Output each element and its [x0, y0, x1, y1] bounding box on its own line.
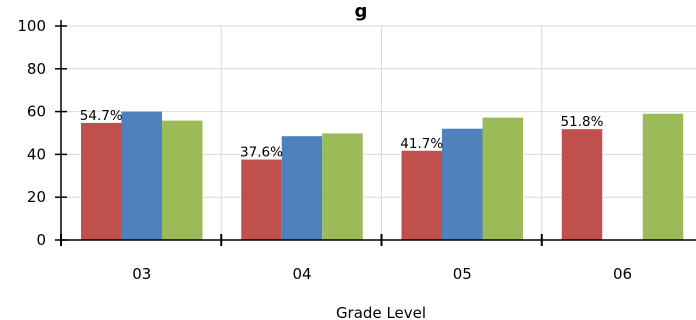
axes: 0 20 40 60 80 100 03 04 05 06	[17, 17, 696, 283]
y-tick-label: 20	[27, 188, 46, 206]
y-tick-label: 80	[27, 60, 46, 78]
bar	[642, 113, 684, 240]
bar	[322, 133, 363, 240]
x-tick-label: 03	[132, 265, 151, 283]
y-tick-label: 60	[27, 103, 46, 121]
bar	[442, 128, 483, 240]
data-label: 41.7%	[400, 136, 443, 152]
bar	[482, 117, 523, 240]
bar	[401, 150, 442, 240]
data-label: 37.6%	[240, 145, 283, 161]
data-label: 51.8%	[561, 114, 604, 130]
x-axis-title: Grade Level	[336, 304, 426, 320]
x-tick-label: 06	[613, 265, 632, 283]
bar	[121, 111, 162, 240]
bars	[81, 111, 684, 240]
bar	[162, 120, 203, 240]
bar	[561, 129, 603, 240]
bar	[81, 122, 122, 240]
y-tick-label: 100	[17, 17, 46, 35]
x-tick-label: 04	[292, 265, 311, 283]
y-tick-label: 0	[36, 231, 46, 249]
bar	[241, 159, 282, 240]
data-labels: 54.7% 37.6% 41.7% 51.8%	[80, 108, 604, 161]
chart-title: g	[355, 1, 368, 22]
bar	[281, 136, 323, 240]
x-tick-label: 05	[453, 265, 472, 283]
data-label: 54.7%	[80, 108, 123, 124]
y-tick-label: 40	[27, 145, 46, 163]
